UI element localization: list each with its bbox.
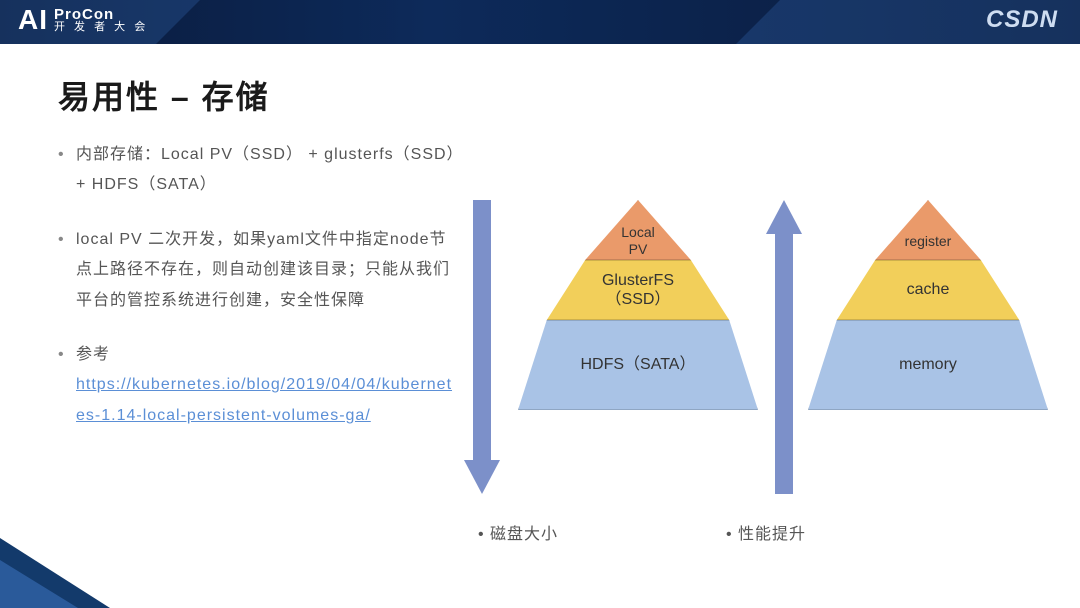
logo-procon-cn: 开 发 者 大 会 — [54, 22, 148, 33]
header-bar: AI ProCon 开 发 者 大 会 CSDN — [0, 0, 1080, 44]
reference-link[interactable]: https://kubernetes.io/blog/2019/04/04/ku… — [76, 376, 452, 423]
pyramid-storage: LocalPV GlusterFS（SSD） HDFS（SATA） — [518, 200, 758, 410]
caption-disk-size: • 磁盘大小 — [478, 520, 558, 544]
logo-left: AI ProCon 开 发 者 大 会 — [18, 4, 148, 36]
logo-right: CSDN — [986, 6, 1058, 34]
pyr1-bot: HDFS（SATA） — [581, 355, 696, 374]
pyr2-mid: cache — [907, 280, 950, 299]
corner-accent-light-icon — [0, 560, 78, 608]
bullet-1: 内部存储：Local PV（SSD） + glusterfs（SSD）+ HDF… — [58, 140, 458, 201]
bullet-list: 内部存储：Local PV（SSD） + glusterfs（SSD）+ HDF… — [58, 140, 458, 560]
bullet-3-prefix: 参考 — [76, 346, 110, 363]
arrow-down-icon — [464, 200, 500, 494]
pyramid-memory: register cache memory — [808, 200, 1048, 410]
logo-ai: AI — [18, 4, 48, 36]
slide-title: 易用性 – 存储 — [58, 72, 1022, 118]
arrow-up-icon — [766, 200, 802, 494]
slide-body: 易用性 – 存储 内部存储：Local PV（SSD） + glusterfs（… — [0, 44, 1080, 608]
pyr2-bot: memory — [899, 355, 957, 374]
pyr1-top: LocalPV — [621, 202, 654, 258]
logo-procon-en: ProCon — [54, 7, 148, 22]
pyr1-mid: GlusterFS（SSD） — [602, 271, 674, 309]
caption-performance: • 性能提升 — [726, 520, 806, 544]
bullet-3: 参考 https://kubernetes.io/blog/2019/04/04… — [58, 340, 458, 431]
pyr2-top: register — [905, 211, 952, 250]
bullet-2: local PV 二次开发，如果yaml文件中指定node节点上路径不存在，则自… — [58, 225, 458, 316]
diagram-area: LocalPV GlusterFS（SSD） HDFS（SATA） regist… — [458, 140, 1022, 560]
